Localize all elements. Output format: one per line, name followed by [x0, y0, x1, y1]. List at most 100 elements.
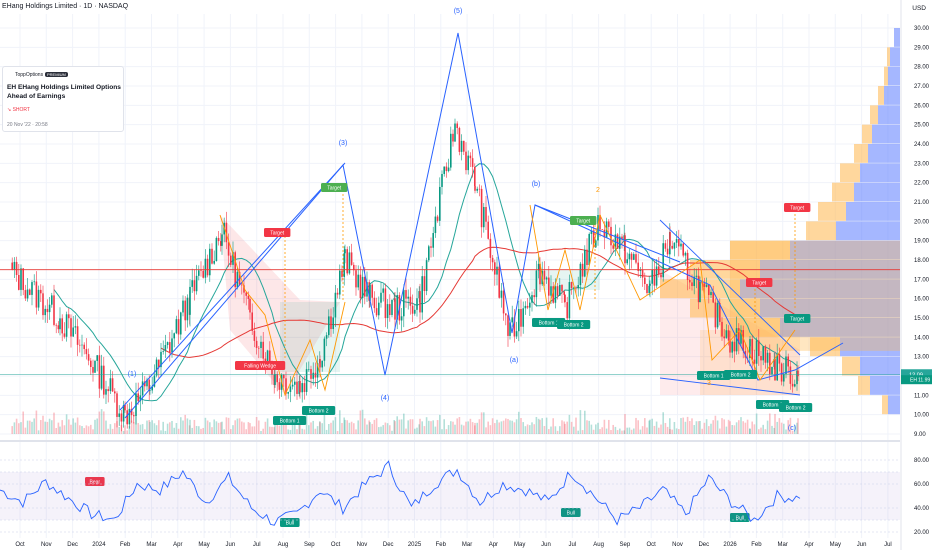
- volume-bar: [729, 421, 731, 434]
- candle-body: [651, 269, 653, 284]
- idea-title[interactable]: EH EHang Holdings Limited Options Ahead …: [7, 84, 121, 100]
- candle-body: [87, 354, 90, 361]
- candle-body: [723, 336, 725, 339]
- candle-body: [344, 249, 346, 254]
- price-tick-label: 24.00: [914, 142, 930, 148]
- target-label: Target: [752, 281, 767, 287]
- volume-bar: [535, 416, 538, 434]
- candle-body: [11, 262, 13, 270]
- wave-label: (a): [510, 357, 519, 364]
- bottom-label: Bottom 1: [763, 403, 783, 409]
- profile-bar: [818, 202, 846, 221]
- candle-body: [564, 294, 566, 303]
- volume-bar: [662, 412, 664, 434]
- bottom-label-bg: [557, 320, 591, 329]
- time-tick-label: Feb: [751, 542, 762, 548]
- volume-bar: [59, 426, 61, 434]
- candle-body: [678, 239, 680, 247]
- volume-bar: [92, 429, 94, 434]
- candle-body: [566, 302, 568, 319]
- candle-body: [416, 298, 418, 310]
- target-label: Target: [270, 231, 285, 237]
- candle-body: [255, 340, 258, 348]
- candle-body: [283, 374, 285, 379]
- candle-body: [641, 269, 644, 278]
- volume-bar: [716, 420, 719, 434]
- candle-body: [738, 328, 740, 344]
- volume-bar: [396, 416, 398, 434]
- candle-body: [308, 369, 310, 370]
- volume-bar: [68, 419, 70, 434]
- candle-body: [758, 340, 760, 356]
- volume-bar: [425, 417, 428, 434]
- volume-bar: [330, 422, 332, 434]
- bull-label: Bull: [286, 521, 294, 527]
- volume-bar: [566, 421, 568, 434]
- volume-bar: [751, 421, 753, 434]
- candle-body: [489, 238, 492, 258]
- volume-bar: [760, 427, 762, 434]
- idea-card[interactable]: ToppOptions PREMIUM EH EHang Holdings Li…: [2, 66, 124, 132]
- volume-bar: [193, 419, 196, 434]
- volume-bar: [221, 421, 223, 434]
- candle-body: [321, 360, 323, 368]
- candle-body: [278, 382, 281, 390]
- volume-bar: [550, 426, 552, 434]
- volume-bar: [405, 428, 407, 434]
- candle-body: [691, 282, 693, 287]
- volume-bar: [513, 422, 516, 434]
- target-label: Target: [327, 186, 342, 192]
- bull-label: Bull: [736, 516, 744, 522]
- candle-body: [535, 270, 538, 298]
- volume-bar: [456, 418, 458, 434]
- volume-bar: [749, 428, 751, 434]
- candle-body: [305, 369, 308, 392]
- candle-body: [633, 254, 635, 260]
- candle-body: [114, 391, 116, 394]
- candle-body: [81, 344, 83, 346]
- volume-bar: [160, 430, 162, 434]
- candle-body: [480, 188, 483, 228]
- price-tick-label: 19.00: [914, 239, 930, 245]
- volume-bar: [794, 424, 796, 434]
- candle-body: [684, 252, 687, 256]
- volume-bar: [391, 430, 393, 434]
- volume-bar: [227, 417, 230, 434]
- candle-body: [746, 357, 749, 359]
- candle-body: [160, 351, 162, 368]
- candle-body: [35, 281, 38, 308]
- idea-author[interactable]: ToppOptions: [15, 72, 44, 78]
- volume-bar: [703, 422, 706, 434]
- candle-body: [556, 286, 559, 296]
- candle-body: [122, 405, 125, 422]
- volume-bar: [107, 428, 109, 434]
- volume-bar: [616, 430, 619, 434]
- candle-body: [729, 340, 731, 353]
- price-tick-label: 16.00: [914, 297, 930, 303]
- wave-label: (5): [454, 8, 463, 15]
- candle-body: [330, 316, 332, 330]
- volume-bar: [314, 428, 317, 434]
- price-tick-label: 21.00: [914, 200, 930, 206]
- candle-body: [289, 386, 292, 393]
- candle-body: [221, 234, 223, 246]
- candle-body: [608, 221, 610, 227]
- volume-bar: [264, 421, 267, 434]
- candle-body: [760, 355, 762, 361]
- candle-body: [577, 285, 579, 289]
- volume-bar: [471, 422, 474, 434]
- volume-bar: [612, 424, 614, 434]
- volume-bar: [26, 420, 29, 434]
- volume-bar: [621, 430, 623, 434]
- level-price-badge: [901, 369, 932, 379]
- candle-body: [537, 263, 540, 271]
- volume-bar: [175, 423, 178, 434]
- volume-bar: [766, 420, 769, 434]
- moving-averages: [53, 163, 798, 402]
- candle-body: [764, 346, 767, 363]
- volume-bar: [319, 422, 321, 434]
- elliott-wave-line: [124, 32, 844, 419]
- volume-bar: [336, 430, 339, 434]
- candle-body: [24, 290, 27, 299]
